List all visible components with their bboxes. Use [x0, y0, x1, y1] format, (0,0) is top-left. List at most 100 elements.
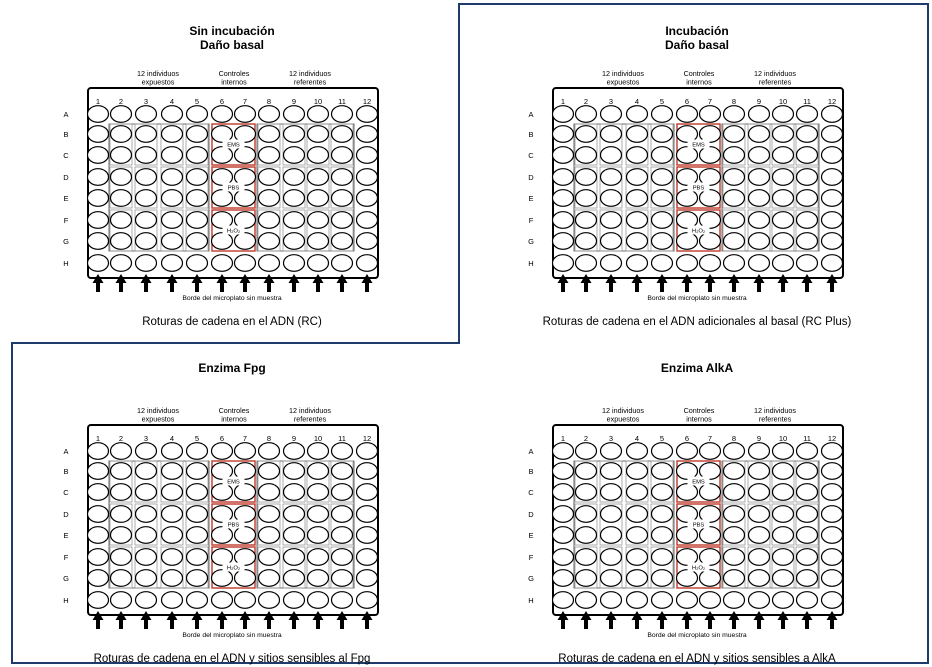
- well: [650, 591, 674, 609]
- edge-arrow-icon: [92, 611, 104, 629]
- control-label: H₂O₂: [227, 566, 240, 572]
- well: [722, 254, 746, 272]
- well: [330, 483, 354, 501]
- well: [795, 189, 819, 207]
- edge-arrow-icon: [115, 274, 127, 292]
- well: [109, 105, 133, 123]
- well: [574, 526, 598, 544]
- group-label-controls: internos: [686, 415, 712, 424]
- control-label-bg: [687, 519, 710, 529]
- sample-pair-box: [330, 166, 354, 209]
- well: [210, 462, 234, 480]
- sample-pair-box: [257, 546, 281, 589]
- well: [210, 146, 234, 164]
- column-number: 12: [828, 97, 836, 106]
- well: [134, 168, 158, 186]
- well: [625, 254, 649, 272]
- column-number: 2: [119, 434, 123, 443]
- well: [306, 105, 330, 123]
- well: [330, 168, 354, 186]
- well: [722, 168, 746, 186]
- well: [330, 105, 354, 123]
- well: [625, 591, 649, 609]
- sample-pair-box: [330, 546, 354, 589]
- well: [257, 146, 281, 164]
- sample-pair-box: [134, 546, 158, 589]
- sample-pair-box: [282, 209, 306, 252]
- sample-pair-box: [330, 460, 354, 503]
- column-number: 7: [708, 97, 712, 106]
- well: [109, 505, 133, 523]
- well: [306, 254, 330, 272]
- sample-pair-box: [625, 503, 649, 546]
- well: [185, 442, 209, 460]
- well: [747, 442, 771, 460]
- row-letter: C: [528, 151, 534, 160]
- well: [722, 505, 746, 523]
- well: [820, 125, 844, 143]
- well: [625, 211, 649, 229]
- column-number: 4: [635, 97, 639, 106]
- well: [771, 168, 795, 186]
- well: [233, 548, 257, 566]
- well: [210, 591, 234, 609]
- well: [109, 211, 133, 229]
- sample-pair-box: [257, 503, 281, 546]
- well: [722, 232, 746, 250]
- well: [134, 232, 158, 250]
- sample-pair-box: [599, 460, 623, 503]
- well: [698, 189, 722, 207]
- well: [795, 105, 819, 123]
- well: [771, 125, 795, 143]
- well: [722, 462, 746, 480]
- edge-arrow-icon: [777, 611, 789, 629]
- well: [330, 548, 354, 566]
- well: [134, 211, 158, 229]
- group-label-referents: 12 individuos: [289, 69, 331, 78]
- column-number: 3: [609, 97, 613, 106]
- row-letter: C: [528, 488, 534, 497]
- sample-pair-box: [134, 460, 158, 503]
- control-label-bg: [222, 476, 245, 486]
- well: [109, 483, 133, 501]
- well: [599, 548, 623, 566]
- sample-pair-box: [625, 166, 649, 209]
- well: [650, 462, 674, 480]
- column-number: 2: [119, 97, 123, 106]
- edge-note: Borde del microplato sin muestra: [182, 295, 282, 302]
- edge-arrow-icon: [166, 274, 178, 292]
- well: [257, 125, 281, 143]
- well: [86, 211, 110, 229]
- well: [306, 211, 330, 229]
- well: [795, 591, 819, 609]
- well: [551, 526, 575, 544]
- well: [233, 146, 257, 164]
- row-letter: E: [63, 531, 68, 540]
- well: [330, 442, 354, 460]
- exposed-group-box: [573, 123, 675, 252]
- group-label-referents: referentes: [759, 415, 792, 424]
- edge-note: Borde del microplato sin muestra: [647, 632, 747, 639]
- well: [160, 442, 184, 460]
- well: [160, 505, 184, 523]
- well: [698, 462, 722, 480]
- well: [698, 146, 722, 164]
- well: [574, 591, 598, 609]
- sample-pair-box: [185, 546, 209, 589]
- row-letter: A: [528, 447, 533, 456]
- group-label-exposed: expuestos: [607, 415, 640, 424]
- exposed-group-box: [108, 460, 210, 589]
- well: [109, 526, 133, 544]
- column-number: 9: [292, 97, 296, 106]
- well: [282, 483, 306, 501]
- sample-pair-box: [650, 460, 674, 503]
- well: [306, 146, 330, 164]
- control-label: EMS: [692, 480, 705, 486]
- sample-pair-box: [771, 209, 795, 252]
- row-letter: H: [528, 259, 533, 268]
- well: [282, 591, 306, 609]
- group-label-controls: Controles: [219, 406, 250, 415]
- sample-pair-box: [185, 460, 209, 503]
- sample-pair-box: [185, 166, 209, 209]
- edge-note: Borde del microplato sin muestra: [182, 632, 282, 639]
